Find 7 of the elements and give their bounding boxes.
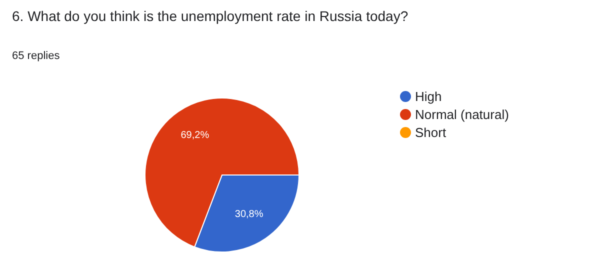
legend-label: Normal (natural) <box>415 107 509 122</box>
chart-title: 6. What do you think is the unemployment rate in Russia today? <box>12 8 408 24</box>
data-label: 30,8% <box>234 208 264 220</box>
legend-label: High <box>415 89 442 104</box>
data-label: 69,2% <box>180 130 210 142</box>
text: 65 replies <box>12 50 60 62</box>
legend-label: Short <box>415 125 446 140</box>
